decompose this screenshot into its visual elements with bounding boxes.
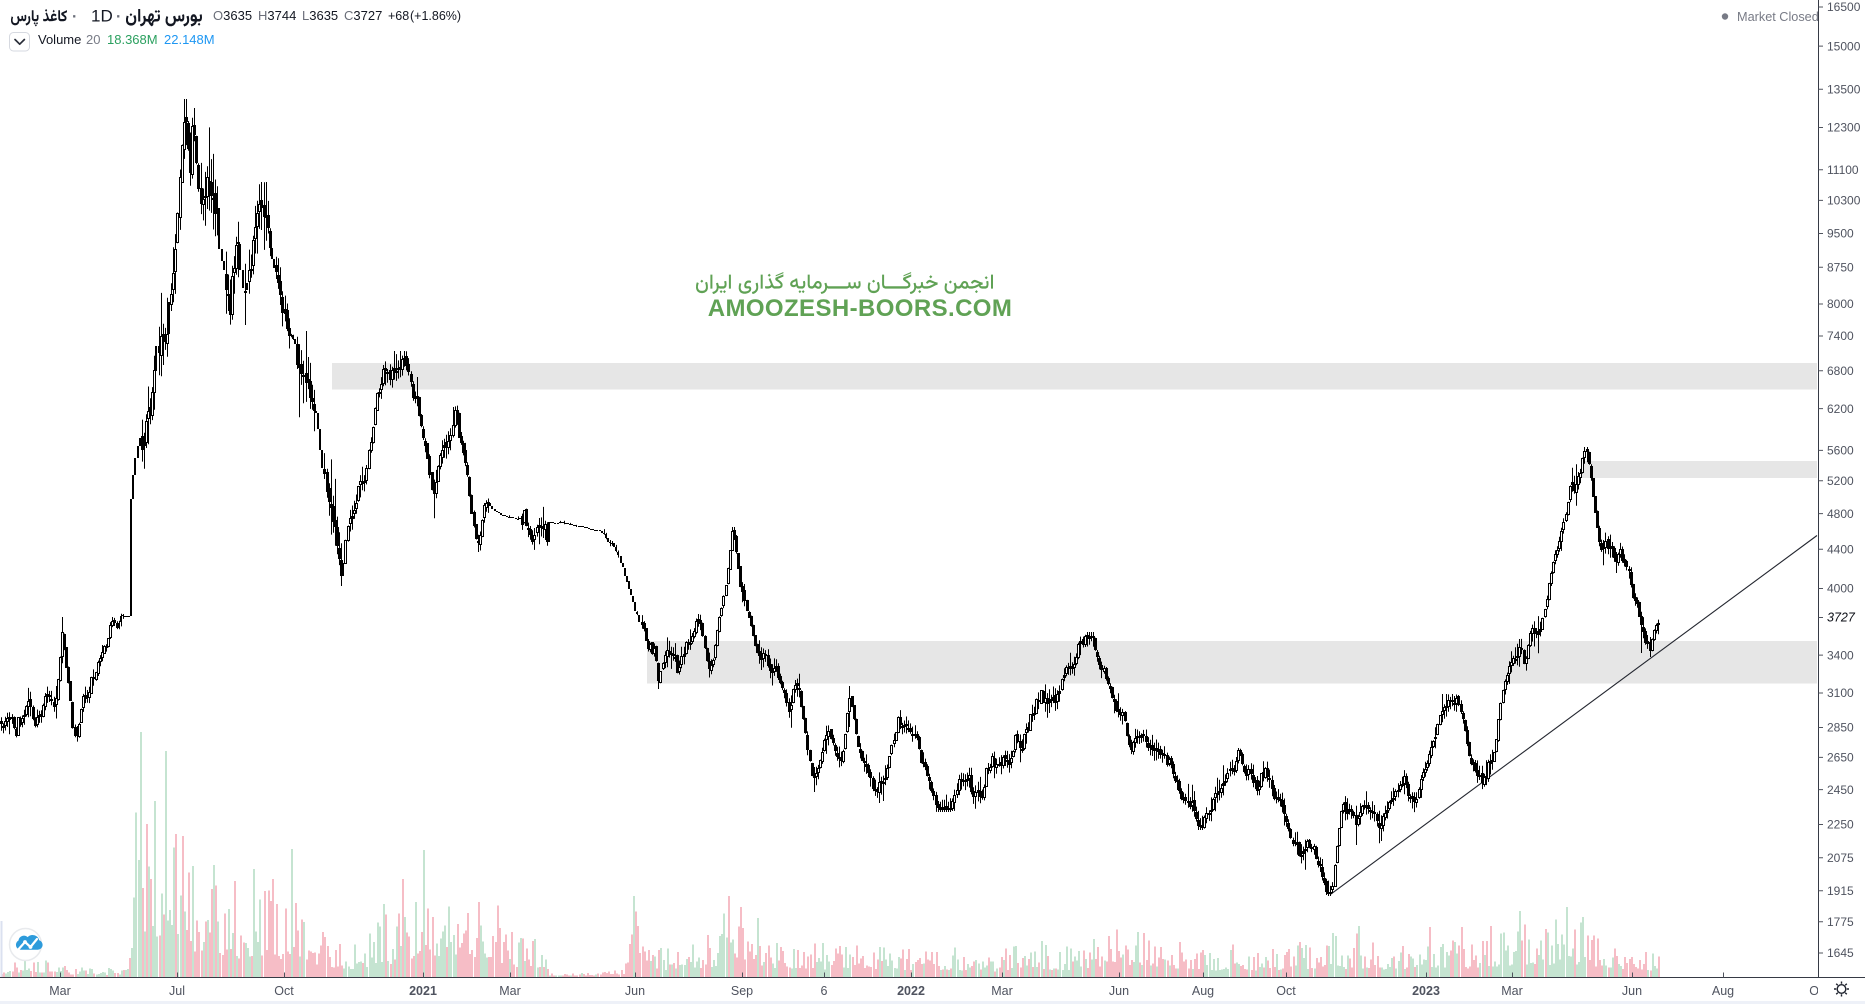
svg-text:2850: 2850 [1827,721,1854,735]
svg-text:2023: 2023 [1412,984,1440,998]
svg-text:18.368M: 18.368M [107,32,158,47]
svg-text:16500: 16500 [1827,0,1861,14]
svg-text:Mar: Mar [1501,984,1523,998]
svg-text:Jun: Jun [1109,984,1129,998]
svg-text:2022: 2022 [897,984,925,998]
svg-text:O3635: O3635 [213,8,252,23]
svg-text:2021: 2021 [409,984,437,998]
svg-text:10300: 10300 [1827,194,1861,208]
svg-text:9500: 9500 [1827,227,1854,241]
svg-text:Jun: Jun [1622,984,1642,998]
svg-text:Volume: Volume [38,32,81,47]
svg-text:6: 6 [821,984,828,998]
svg-text:H3744: H3744 [258,8,296,23]
svg-text:Aug: Aug [1192,984,1214,998]
svg-text:(+1.86%): (+1.86%) [410,9,461,23]
svg-text:3400: 3400 [1827,648,1854,662]
svg-text:Market Closed: Market Closed [1737,10,1819,24]
svg-text:L3635: L3635 [302,8,338,23]
svg-text:2250: 2250 [1827,818,1854,832]
svg-text:8000: 8000 [1827,297,1854,311]
svg-text:15000: 15000 [1827,39,1861,53]
svg-text:Sep: Sep [731,984,753,998]
svg-text:20: 20 [86,32,100,47]
svg-text:Aug: Aug [1712,984,1734,998]
svg-text:1775: 1775 [1827,915,1854,929]
svg-text:6200: 6200 [1827,402,1854,416]
svg-text:4400: 4400 [1827,543,1854,557]
svg-text:1915: 1915 [1827,884,1854,898]
svg-text:5600: 5600 [1827,444,1854,458]
svg-text:2650: 2650 [1827,751,1854,765]
svg-text:+68: +68 [388,9,409,23]
svg-text:3100: 3100 [1827,686,1854,700]
svg-text:Oct: Oct [274,984,294,998]
svg-text:11100: 11100 [1827,163,1859,177]
svg-text:2075: 2075 [1827,851,1854,865]
svg-text:22.148M: 22.148M [164,32,215,47]
svg-text:12300: 12300 [1827,121,1861,135]
svg-text:Jul: Jul [169,984,185,998]
svg-text:·: · [116,9,121,26]
svg-text:Mar: Mar [499,984,521,998]
svg-text:Oct: Oct [1809,984,1829,998]
svg-text:1D: 1D [91,7,113,26]
svg-text:Oct: Oct [1276,984,1296,998]
svg-text:8750: 8750 [1827,261,1854,275]
svg-text:AMOOZESH-BOORS.COM: AMOOZESH-BOORS.COM [708,295,1013,322]
svg-text:3727: 3727 [1827,611,1856,625]
svg-text:4000: 4000 [1827,582,1854,596]
svg-text:·: · [72,9,77,26]
svg-text:Mar: Mar [991,984,1013,998]
svg-text:Jun: Jun [625,984,645,998]
svg-text:Mar: Mar [49,984,71,998]
svg-text:7400: 7400 [1827,329,1854,343]
svg-text:5200: 5200 [1827,474,1854,488]
svg-text:13500: 13500 [1827,83,1861,97]
svg-text:1645: 1645 [1827,946,1854,960]
svg-text:C3727: C3727 [344,8,382,23]
svg-text:4800: 4800 [1827,507,1854,521]
svg-text:2450: 2450 [1827,783,1854,797]
svg-text:6800: 6800 [1827,364,1854,378]
